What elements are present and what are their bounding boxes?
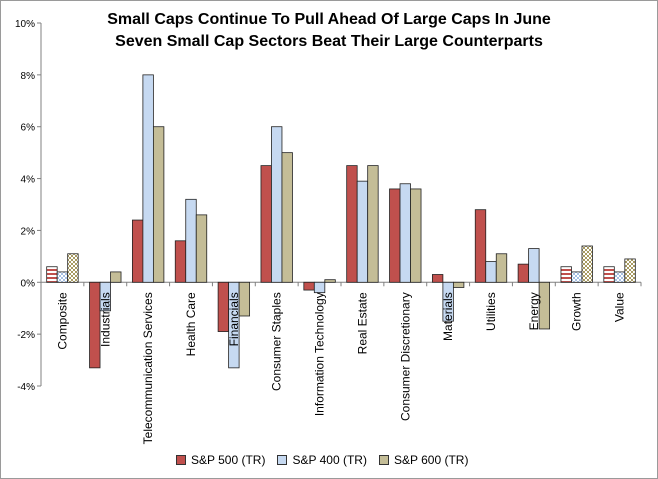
bar-2-4: [238, 281, 251, 317]
bar-1-8: [399, 183, 411, 283]
x-tick-label: Health Care: [184, 292, 198, 356]
bar-0-1: [89, 281, 101, 369]
bar-1-4: [228, 281, 240, 369]
bar-1-5: [271, 126, 283, 283]
bar-0-10: [474, 209, 487, 283]
bar-2-2: [152, 126, 165, 283]
x-tick-label: Growth: [570, 292, 584, 331]
y-tick-label: -2%: [17, 330, 35, 341]
bar-2-3: [195, 214, 208, 283]
bar-1-12: [571, 271, 583, 283]
chart-subtitle: Seven Small Cap Sectors Beat Their Large…: [115, 33, 543, 50]
legend-swatch-sp500: [176, 455, 186, 465]
bar-1-0: [56, 271, 69, 283]
bar-0-5: [260, 165, 272, 283]
bar-1-13: [613, 271, 626, 283]
bar-1-1: [99, 281, 111, 312]
bar-1-3: [185, 198, 197, 283]
bar-0-3: [174, 240, 187, 283]
legend-label-sp400: S&P 400 (TR): [292, 453, 367, 467]
x-tick-label: Utilities: [484, 292, 498, 331]
bar-1-9: [442, 281, 454, 322]
x-tick-label: Value: [613, 292, 627, 322]
bar-2-8: [410, 188, 422, 283]
bar-2-1: [110, 271, 122, 283]
y-tick-label: 10%: [15, 19, 35, 30]
legend-label-sp600: S&P 600 (TR): [393, 453, 469, 467]
x-tick-label: Composite: [55, 292, 69, 350]
bar-2-9: [452, 281, 465, 288]
bar-2-11: [538, 281, 551, 330]
y-tick-label: 4%: [21, 175, 36, 186]
bar-1-10: [485, 261, 497, 283]
bar-2-6: [324, 279, 336, 283]
bar-2-7: [367, 165, 379, 283]
x-tick-label: Financials: [227, 292, 241, 346]
bar-2-10: [495, 253, 508, 283]
y-tick-label: 0%: [21, 278, 36, 289]
bar-0-6: [303, 281, 315, 291]
bar-1-7: [356, 180, 369, 283]
legend-item-sp400: S&P 400 (TR): [277, 453, 367, 467]
y-tick-label: -4%: [17, 382, 35, 393]
bar-0-12: [560, 266, 572, 283]
bar-1-11: [528, 248, 540, 283]
legend-swatch-sp600: [378, 455, 389, 465]
bar-1-6: [313, 281, 326, 294]
x-tick-label: Industrials: [98, 292, 112, 347]
legend-item-sp500: S&P 500 (TR): [176, 453, 265, 467]
x-tick-label: Consumer Staples: [270, 292, 284, 391]
x-tick-label: Information Technology: [313, 292, 327, 416]
bar-2-13: [624, 258, 636, 283]
chart-title: Small Caps Continue To Pull Ahead Of Lar…: [107, 11, 551, 28]
bar-2-5: [281, 152, 293, 283]
bar-2-12: [581, 245, 593, 283]
bar-2-0: [67, 253, 79, 283]
bar-0-9: [431, 274, 444, 283]
x-tick-label: Real Estate: [355, 292, 369, 354]
x-tick-label: Telecommunication Services: [141, 292, 155, 444]
y-tick-label: 6%: [21, 123, 36, 134]
chart-legend: S&P 500 (TR) S&P 400 (TR) S&P 600 (TR): [176, 450, 480, 470]
bar-0-13: [603, 266, 615, 283]
y-tick-label: 2%: [21, 226, 36, 237]
x-tick-label: Materials: [441, 292, 455, 341]
x-tick-label: Energy: [527, 292, 541, 330]
legend-swatch-sp400: [277, 455, 288, 465]
bar-0-11: [517, 263, 530, 283]
bar-0-2: [131, 219, 144, 283]
x-tick-label: Consumer Discretionary: [398, 292, 412, 421]
bar-0-8: [389, 188, 401, 283]
legend-item-sp600: S&P 600 (TR): [378, 453, 469, 467]
legend-label-sp500: S&P 500 (TR): [191, 453, 266, 467]
bar-1-2: [142, 74, 154, 283]
chart-title-block: Small Caps Continue To Pull Ahead Of Lar…: [1, 9, 657, 53]
bar-0-7: [346, 165, 358, 283]
bar-0-0: [46, 266, 58, 283]
y-tick-label: 8%: [21, 71, 36, 82]
